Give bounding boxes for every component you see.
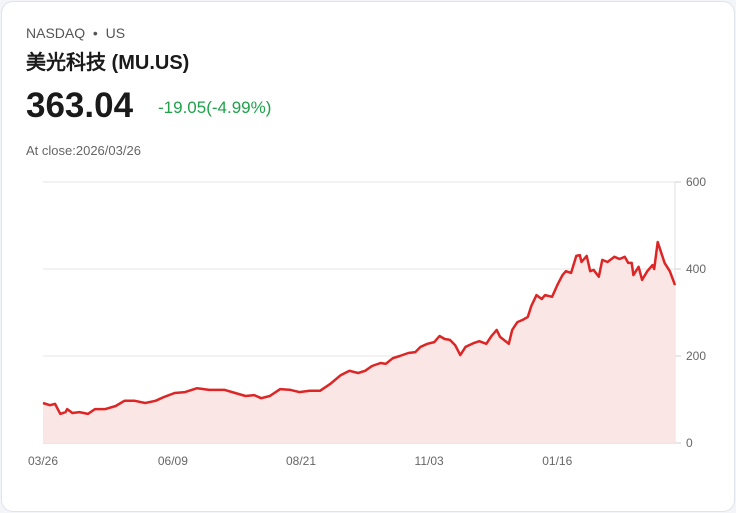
x-tick-label: 08/21	[286, 454, 316, 468]
price-change: -19.05(-4.99%)	[158, 98, 272, 117]
price-area	[43, 242, 675, 443]
exchange-line: NASDAQ • US	[26, 25, 125, 41]
stock-name: 美光科技 (MU.US)	[26, 52, 190, 74]
y-tick-label: 200	[686, 349, 706, 363]
x-tick-label: 01/16	[542, 454, 572, 468]
close-label: At close:2026/03/26	[26, 143, 141, 158]
y-tick-label: 600	[686, 175, 706, 189]
exchange: NASDAQ	[26, 25, 86, 41]
price: 363.04	[26, 86, 134, 125]
market: US	[105, 25, 126, 41]
x-tick-label: 11/03	[415, 454, 444, 468]
separator: •	[92, 25, 98, 41]
x-tick-label: 06/09	[158, 454, 188, 468]
price-line	[42, 240, 677, 416]
x-tick-label: 03/26	[28, 454, 58, 468]
y-tick-label: 0	[686, 436, 693, 450]
y-tick-label: 400	[686, 262, 706, 276]
